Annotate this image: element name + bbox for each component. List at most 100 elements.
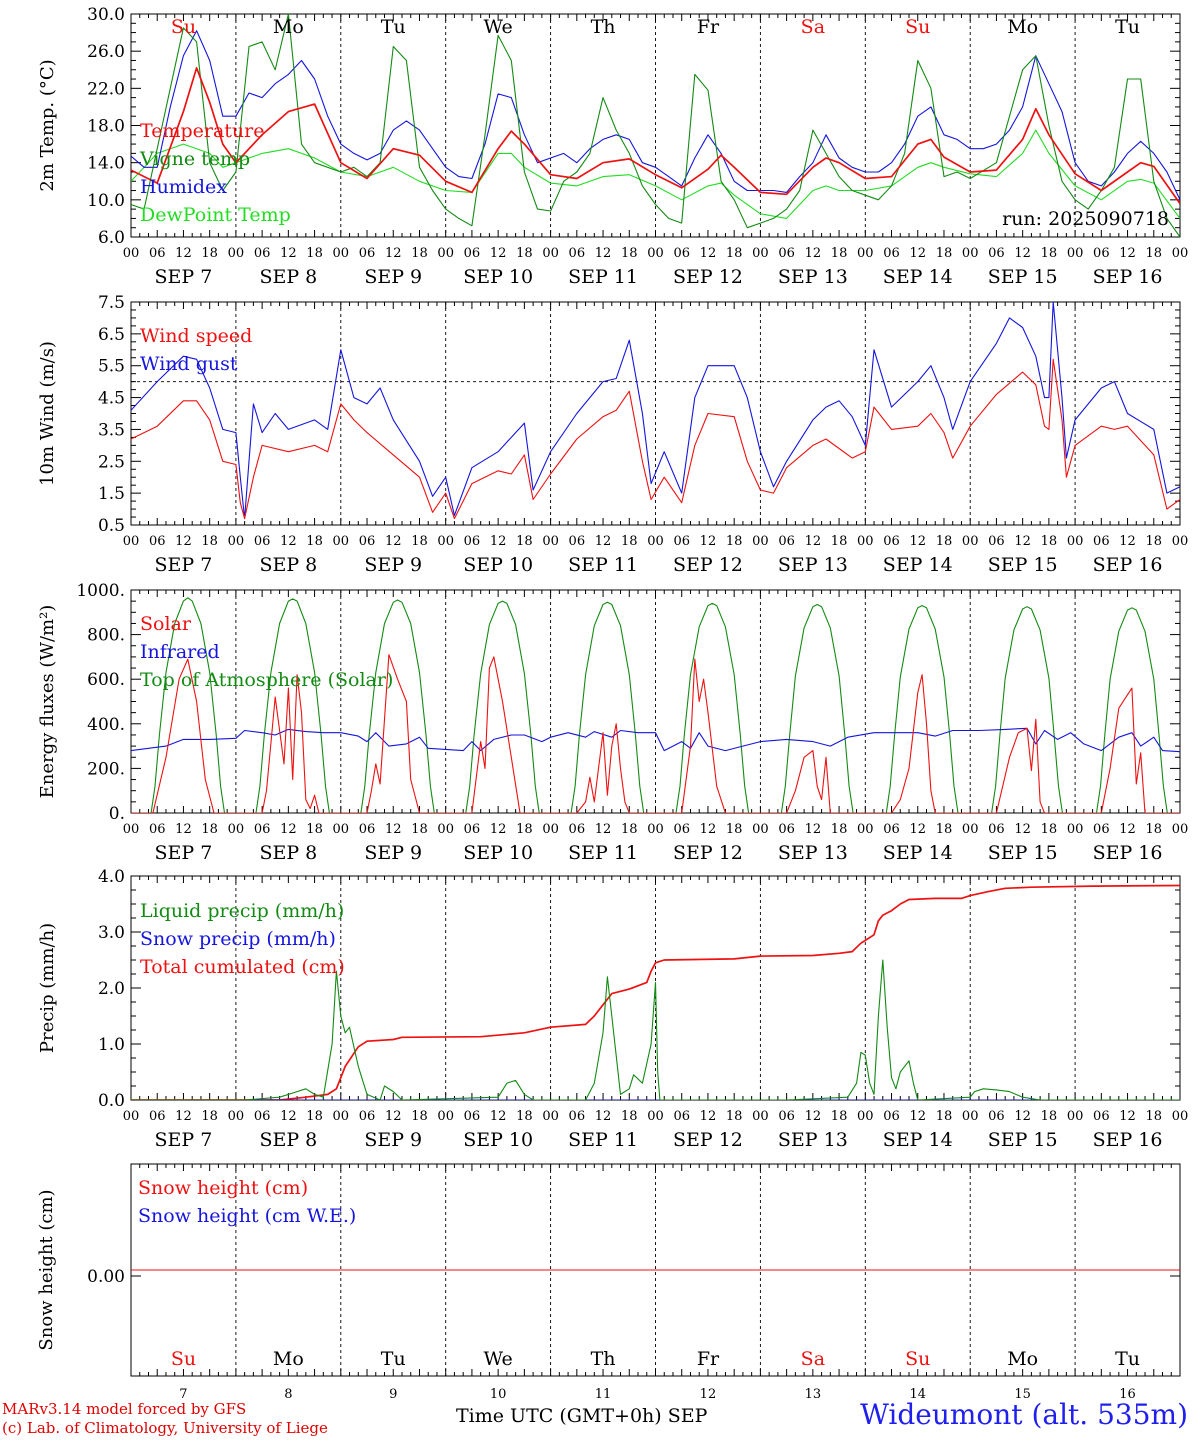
date-label: SEP 9 (364, 842, 422, 864)
hour-tick-label: 12 (385, 822, 402, 837)
hour-tick-label: 18 (411, 1109, 428, 1124)
hour-tick-label: 18 (726, 822, 743, 837)
hour-tick-label: 00 (752, 822, 769, 837)
hour-tick-label: 06 (883, 1109, 900, 1124)
hour-tick-label: 06 (988, 534, 1005, 549)
hour-tick-label: 06 (359, 534, 376, 549)
hour-tick-label: 12 (805, 822, 822, 837)
hour-tick-label: 12 (385, 246, 402, 261)
hour-tick-label: 18 (1041, 1109, 1058, 1124)
series-line-total-cumulated-cm- (131, 884, 1180, 1100)
series-line-solar (131, 654, 1180, 813)
date-label: SEP 11 (568, 554, 638, 576)
hour-tick-label: 12 (490, 1109, 507, 1124)
legend-label: Solar (140, 613, 192, 635)
legend-label: Temperature (140, 120, 264, 142)
date-label: SEP 13 (778, 1129, 848, 1151)
hour-tick-label: 00 (228, 246, 245, 261)
hour-tick-label: 00 (542, 534, 559, 549)
hour-tick-label: 06 (569, 822, 586, 837)
y-axis-label: Snow height (cm) (36, 1189, 57, 1350)
hour-tick-label: 12 (385, 1109, 402, 1124)
hour-tick-label: 12 (595, 534, 612, 549)
hour-tick-label: 00 (962, 534, 979, 549)
hour-tick-label: 12 (700, 534, 717, 549)
hour-tick-label: 06 (673, 534, 690, 549)
date-label: SEP 7 (155, 1129, 213, 1151)
date-label: SEP 11 (568, 842, 638, 864)
date-label: SEP 13 (778, 842, 848, 864)
hour-tick-label: 12 (1119, 246, 1136, 261)
series-line-temperature (131, 67, 1180, 205)
hour-tick-label: 00 (542, 822, 559, 837)
hour-tick-label: 12 (490, 822, 507, 837)
day-name-label: Sa (801, 1348, 825, 1370)
hour-tick-label: 06 (778, 822, 795, 837)
y-tick-label: 0.5 (98, 516, 125, 536)
hour-tick-label: 12 (1119, 822, 1136, 837)
hour-tick-label: 00 (542, 246, 559, 261)
date-label: SEP 13 (778, 266, 848, 288)
hour-tick-label: 00 (647, 1109, 664, 1124)
legend-label: Snow height (cm W.E.) (138, 1205, 356, 1227)
hour-tick-label: 00 (542, 1109, 559, 1124)
legend-label: Liquid precip (mm/h) (140, 900, 344, 922)
hour-tick-label: 06 (254, 1109, 271, 1124)
hour-tick-label: 06 (569, 1109, 586, 1124)
date-label: SEP 9 (364, 1129, 422, 1151)
day-name-label: Fr (697, 1348, 720, 1370)
hour-tick-label: 18 (306, 246, 323, 261)
date-label: SEP 8 (259, 1129, 317, 1151)
day-number-label: 8 (284, 1387, 292, 1402)
panel-4 (130, 875, 1181, 1101)
hour-tick-label: 12 (490, 534, 507, 549)
hour-tick-label: 00 (1067, 822, 1084, 837)
hour-tick-label: 00 (647, 534, 664, 549)
y-tick-label: 800. (87, 626, 125, 646)
hour-tick-label: 18 (1041, 822, 1058, 837)
hour-tick-label: 12 (280, 246, 297, 261)
y-axis-label: 2m Temp. (°C) (37, 59, 58, 191)
y-tick-label: 2.5 (98, 452, 125, 472)
series-line-top-of-atmosphere-solar- (131, 597, 1180, 813)
legend-label: Wind speed (140, 325, 252, 347)
day-name-label: We (484, 1348, 513, 1370)
y-tick-label: 200. (87, 759, 125, 779)
legend-label: Snow precip (mm/h) (140, 928, 336, 950)
hour-tick-label: 18 (516, 534, 533, 549)
hour-tick-label: 06 (778, 246, 795, 261)
y-tick-label: 4.5 (98, 389, 125, 409)
date-label: SEP 7 (155, 266, 213, 288)
hour-tick-label: 18 (306, 1109, 323, 1124)
series-line-wind-speed (131, 358, 1180, 520)
hour-tick-label: 00 (857, 534, 874, 549)
hour-tick-label: 06 (673, 1109, 690, 1124)
hour-tick-label: 18 (411, 246, 428, 261)
hour-tick-label: 18 (831, 822, 848, 837)
day-number-label: 9 (389, 1387, 397, 1402)
hour-tick-label: 18 (621, 1109, 638, 1124)
date-label: SEP 11 (568, 1129, 638, 1151)
hour-tick-label: 18 (936, 1109, 953, 1124)
y-tick-label: 30.0 (87, 5, 125, 25)
day-name-label: Th (591, 16, 616, 38)
hour-tick-label: 00 (647, 822, 664, 837)
y-tick-label: 1.0 (98, 1035, 125, 1055)
hour-tick-label: 12 (909, 822, 926, 837)
hour-tick-label: 12 (595, 822, 612, 837)
day-name-label: Tu (381, 16, 406, 38)
date-label: SEP 8 (259, 842, 317, 864)
hour-tick-label: 12 (175, 246, 192, 261)
date-label: SEP 14 (883, 266, 953, 288)
series-line-infrared (131, 727, 1180, 753)
hour-tick-label: 00 (228, 822, 245, 837)
date-label: SEP 9 (364, 554, 422, 576)
hour-tick-label: 06 (464, 822, 481, 837)
date-label: SEP 9 (364, 266, 422, 288)
y-tick-label: 600. (87, 670, 125, 690)
hour-tick-label: 00 (123, 246, 140, 261)
hour-tick-label: 00 (752, 1109, 769, 1124)
hour-tick-label: 12 (385, 534, 402, 549)
hour-tick-label: 00 (1172, 246, 1189, 261)
